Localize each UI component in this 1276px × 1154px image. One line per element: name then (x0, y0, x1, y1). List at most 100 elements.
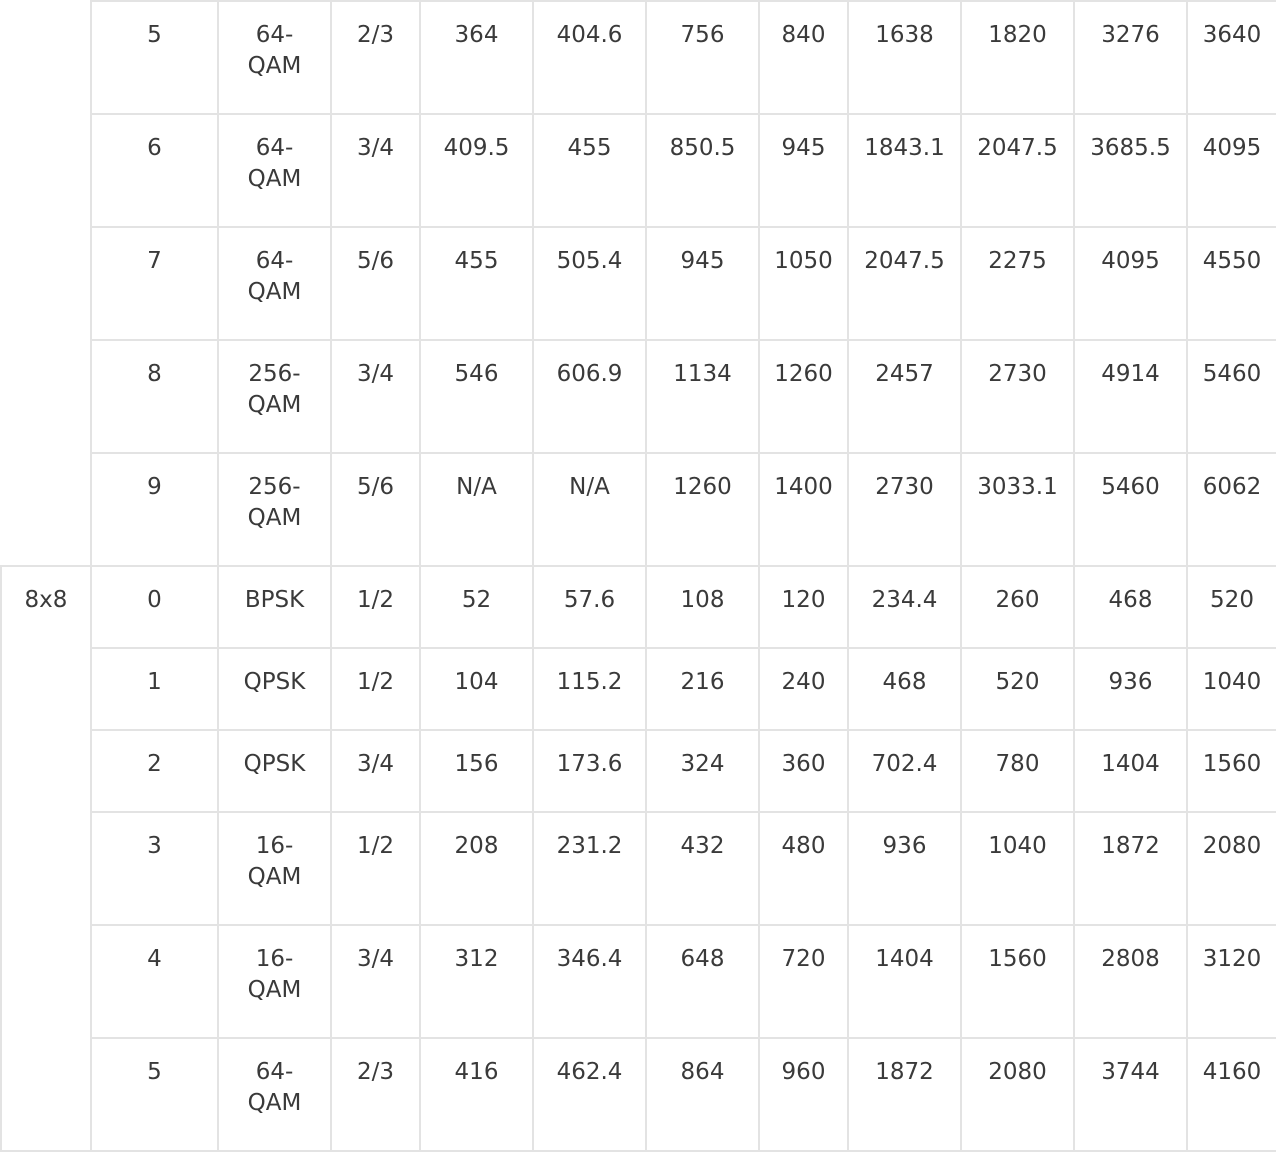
coding-rate-cell: 1/2 (330, 647, 421, 731)
coding-rate-cell: 3/4 (330, 924, 421, 1039)
table-row: 8 256- QAM 3/4 546 606.9 1134 1260 2457 2730 4914… (1, 339, 1276, 454)
data-rate-cell: 462.4 (532, 1037, 647, 1152)
mcs-index-cell: 5 (90, 1037, 219, 1152)
data-rate-cell: 5460 (1186, 339, 1276, 454)
data-rate-cell: 2047.5 (847, 226, 962, 341)
modulation-cell: 64- QAM (217, 113, 332, 228)
modulation-cell: 256- QAM (217, 339, 332, 454)
data-rate-cell: 720 (758, 924, 849, 1039)
spatial-streams-cell: 8x8 (0, 565, 92, 1152)
mcs-index-cell: 4 (90, 924, 219, 1039)
table-row: 5 64- QAM 2/3 364 404.6 756 840 1638 1820 3276 364… (1, 0, 1276, 567)
data-rate-cell: 945 (645, 226, 760, 341)
data-rate-cell: 606.9 (532, 339, 647, 454)
data-rate-cell: 520 (1186, 565, 1276, 649)
data-rate-cell: 945 (758, 113, 849, 228)
mcs-index-cell: 5 (90, 0, 219, 115)
data-rate-cell: 208 (419, 811, 534, 926)
data-rate-cell: 520 (960, 647, 1075, 731)
modulation-cell: 16- QAM (217, 811, 332, 926)
data-rate-cell: 2080 (960, 1037, 1075, 1152)
modulation-cell: BPSK (217, 565, 332, 649)
data-rate-cell: 2275 (960, 226, 1075, 341)
data-rate-cell: 1404 (1073, 729, 1188, 813)
data-rate-cell: 240 (758, 647, 849, 731)
data-rate-cell: 1872 (847, 1037, 962, 1152)
data-rate-cell: 173.6 (532, 729, 647, 813)
data-rate-cell: 4095 (1073, 226, 1188, 341)
modulation-cell: 64- QAM (217, 0, 332, 115)
data-rate-cell: 3640 (1186, 0, 1276, 115)
coding-rate-cell: 1/2 (330, 811, 421, 926)
data-rate-cell: 1134 (645, 339, 760, 454)
spatial-streams-cell (1, 1, 92, 567)
data-rate-cell: 404.6 (532, 0, 647, 115)
data-rate-cell: 1040 (960, 811, 1075, 926)
data-rate-cell: 780 (960, 729, 1075, 813)
table-row: 8x8 0 BPSK 1/2 52 57.6 108 120 234.4 260 468 520 (0, 565, 1276, 1152)
data-rate-cell: 260 (960, 565, 1075, 649)
modulation-cell: 64- QAM (217, 1037, 332, 1152)
data-rate-cell: 455 (532, 113, 647, 228)
modulation-cell: QPSK (217, 647, 332, 731)
coding-rate-cell: 5/6 (330, 452, 421, 567)
data-rate-cell: 5460 (1073, 452, 1188, 567)
coding-rate-cell: 2/3 (330, 0, 421, 115)
data-rate-cell: 324 (645, 729, 760, 813)
data-rate-cell: N/A (532, 452, 647, 567)
data-rate-cell: 1404 (847, 924, 962, 1039)
data-rate-cell: 960 (758, 1037, 849, 1152)
data-rate-cell: 234.4 (847, 565, 962, 649)
data-rate-cell: 1560 (960, 924, 1075, 1039)
coding-rate-cell: 3/4 (330, 113, 421, 228)
data-rate-cell: 840 (758, 0, 849, 115)
data-rate-cell: 864 (645, 1037, 760, 1152)
mcs-index-cell: 9 (90, 452, 219, 567)
data-rate-cell: 3685.5 (1073, 113, 1188, 228)
data-rate-cell: 2730 (960, 339, 1075, 454)
data-rate-cell: 108 (645, 565, 760, 649)
data-rate-cell: 2047.5 (960, 113, 1075, 228)
data-rate-cell: 312 (419, 924, 534, 1039)
data-rate-cell: 3033.1 (960, 452, 1075, 567)
data-rate-cell: 756 (645, 0, 760, 115)
data-rate-cell: 468 (847, 647, 962, 731)
data-rate-cell: 455 (419, 226, 534, 341)
data-rate-cell: 546 (419, 339, 534, 454)
data-rate-cell: 936 (847, 811, 962, 926)
mcs-index-cell: 7 (90, 226, 219, 341)
coding-rate-cell: 1/2 (330, 565, 421, 649)
data-rate-cell: 364 (419, 0, 534, 115)
modulation-cell: 256- QAM (217, 452, 332, 567)
data-rate-cell: 3744 (1073, 1037, 1188, 1152)
data-rate-cell: 115.2 (532, 647, 647, 731)
data-rate-cell: 468 (1073, 565, 1188, 649)
data-rate-cell: 1872 (1073, 811, 1188, 926)
table-row: 6 64- QAM 3/4 409.5 455 850.5 945 1843.1 2047.5 3… (1, 113, 1276, 228)
table-row: 3 16- QAM 1/2 208 231.2 432 480 936 1040 1872 2080 (1, 811, 1276, 926)
coding-rate-cell: 2/3 (330, 1037, 421, 1152)
data-rate-cell: 432 (645, 811, 760, 926)
data-rate-cell: 4095 (1186, 113, 1276, 228)
data-rate-cell: 1843.1 (847, 113, 962, 228)
data-rate-cell: 409.5 (419, 113, 534, 228)
table-row: 5 64- QAM 2/3 416 462.4 864 960 1872 2080 3744 416… (1, 1037, 1276, 1152)
data-rate-cell: 6062 (1186, 452, 1276, 567)
table-row: 1 QPSK 1/2 104 115.2 216 240 468 520 936 1040 (1, 647, 1276, 731)
data-rate-cell: 936 (1073, 647, 1188, 731)
modulation-cell: 64- QAM (217, 226, 332, 341)
data-rate-cell: 3120 (1186, 924, 1276, 1039)
data-rate-cell: 360 (758, 729, 849, 813)
data-rate-cell: 4550 (1186, 226, 1276, 341)
data-rate-cell: 480 (758, 811, 849, 926)
data-rate-cell: 1050 (758, 226, 849, 341)
data-rate-cell: 3276 (1073, 0, 1188, 115)
coding-rate-cell: 3/4 (330, 729, 421, 813)
data-rate-cell: 505.4 (532, 226, 647, 341)
table-row: 7 64- QAM 5/6 455 505.4 945 1050 2047.5 2275 4095… (1, 226, 1276, 341)
table-row: 2 QPSK 3/4 156 173.6 324 360 702.4 780 1404 1560 (1, 729, 1276, 813)
data-rate-cell: 216 (645, 647, 760, 731)
data-rate-cell: 850.5 (645, 113, 760, 228)
data-rate-cell: 416 (419, 1037, 534, 1152)
mcs-index-cell: 6 (90, 113, 219, 228)
